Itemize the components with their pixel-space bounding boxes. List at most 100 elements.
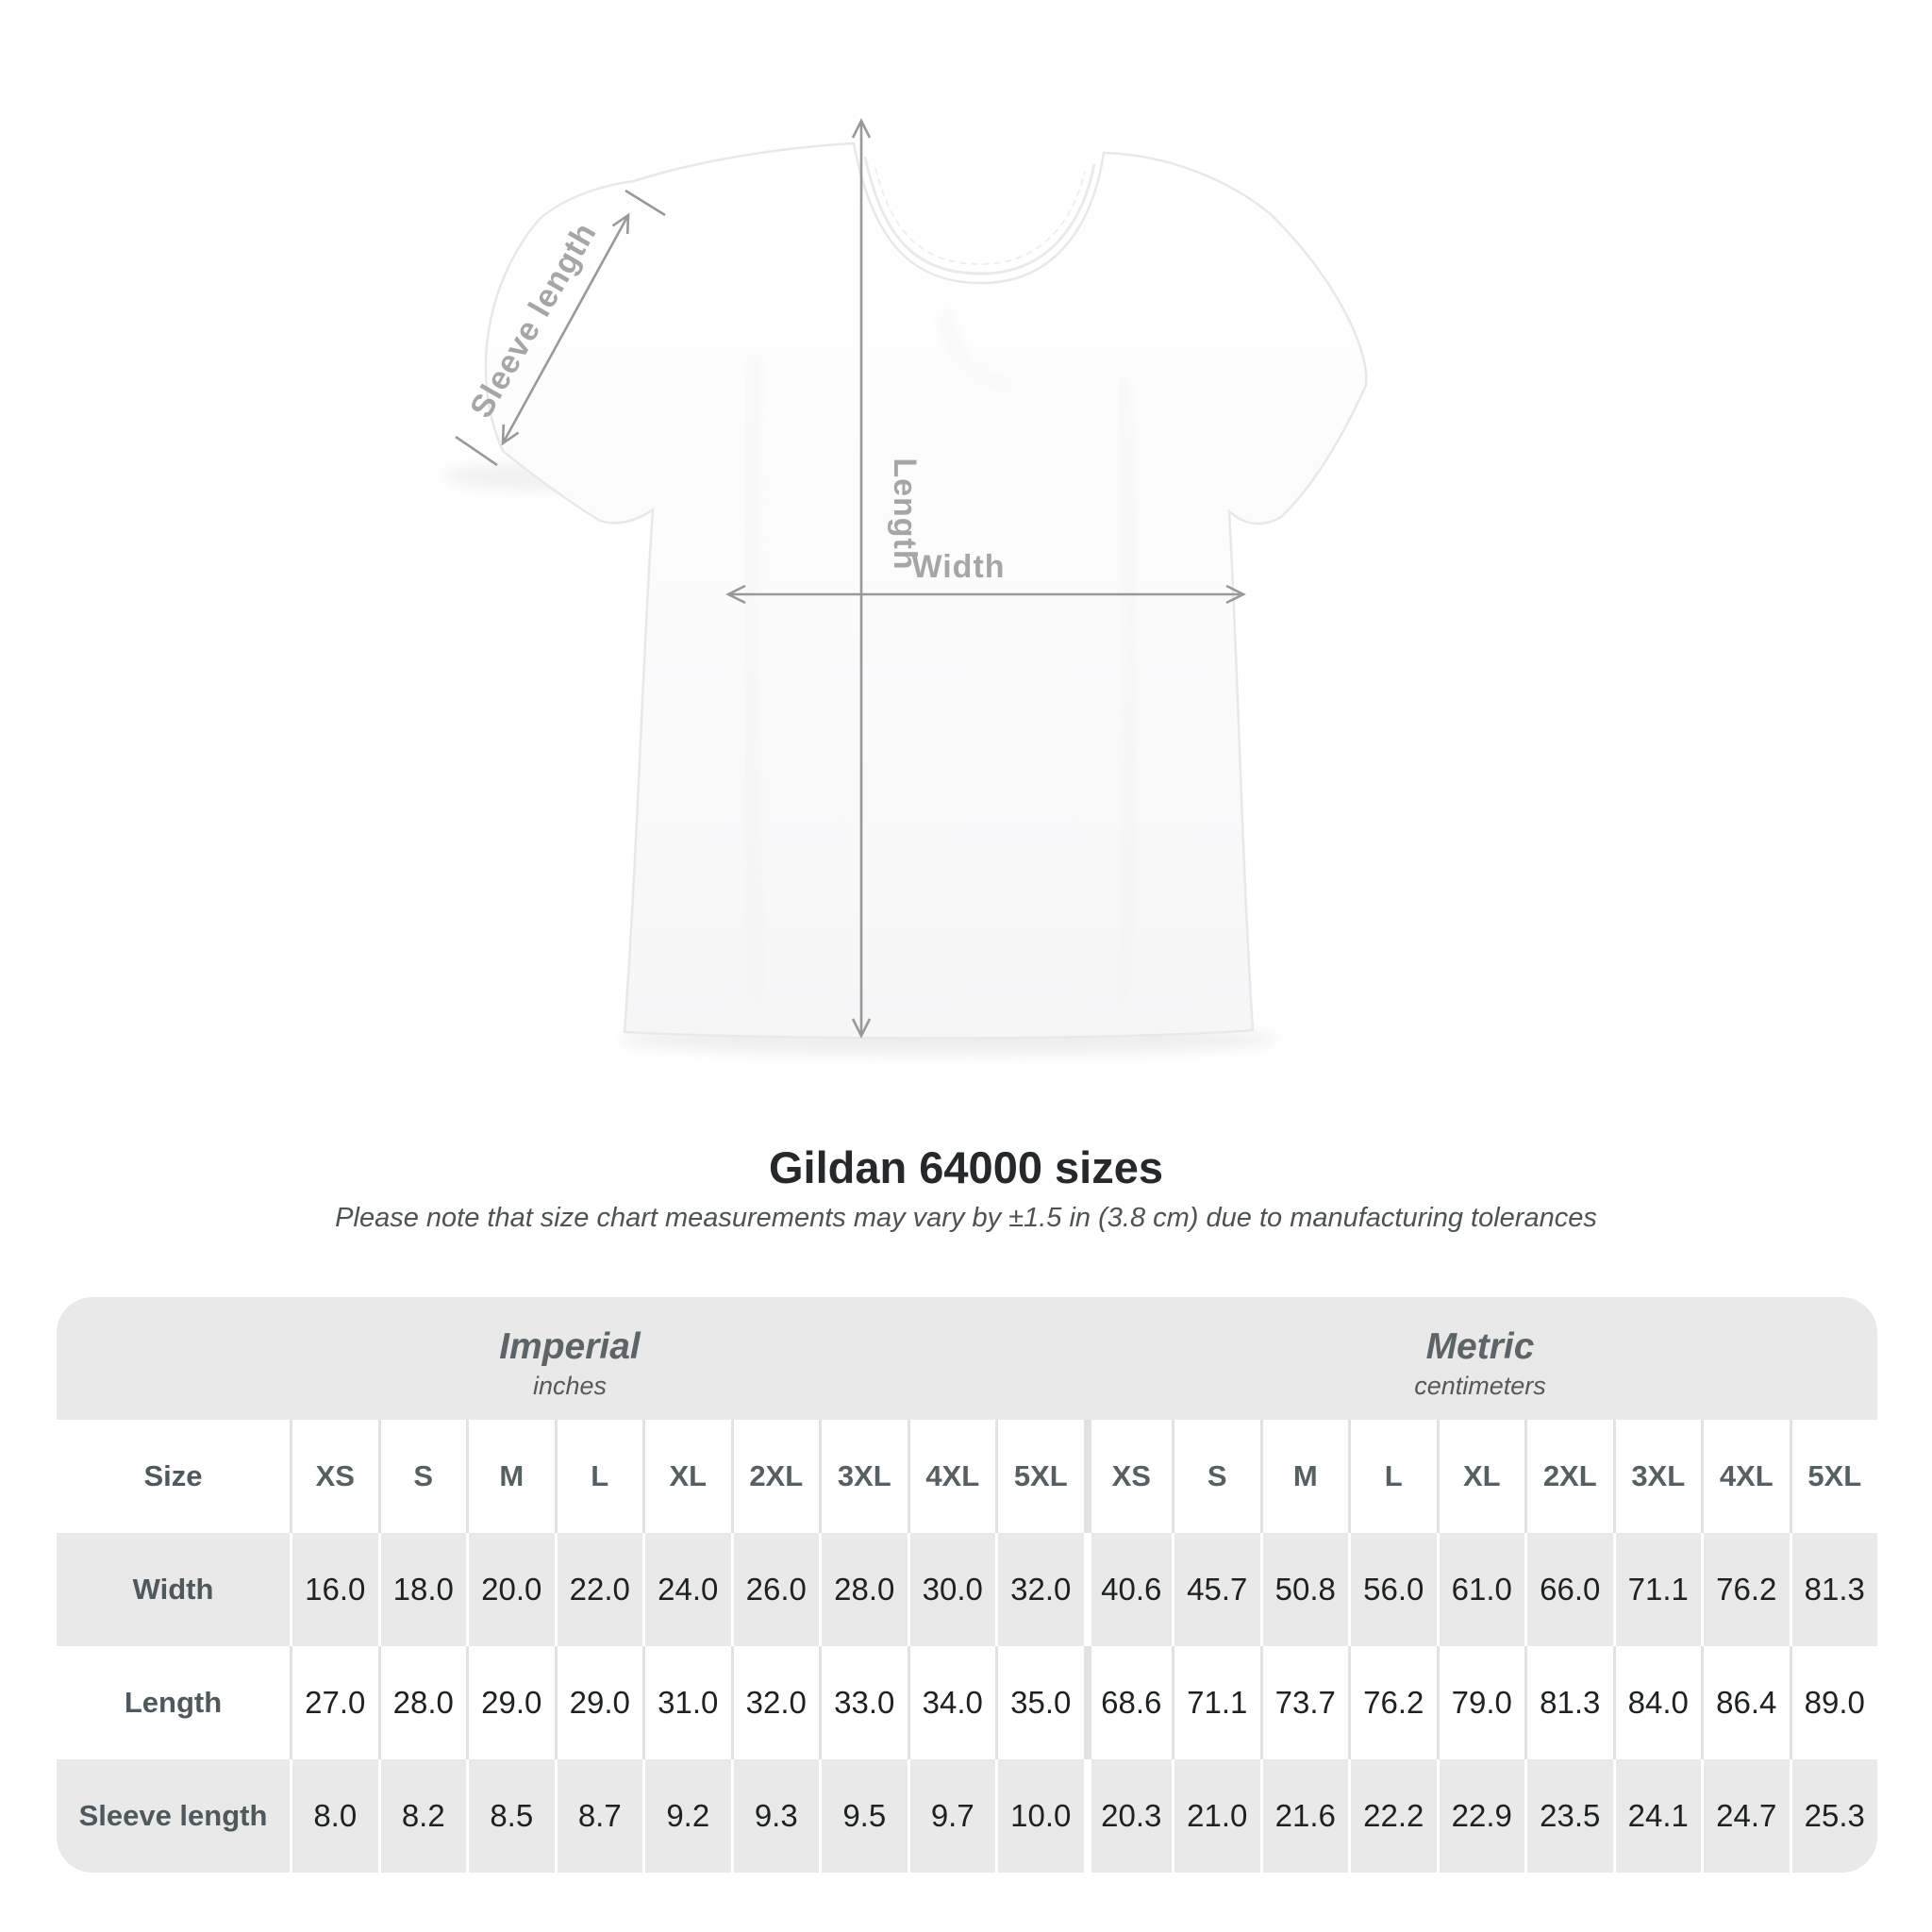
width-value: 61.0: [1436, 1533, 1525, 1646]
width-value: 20.0: [466, 1533, 555, 1646]
metric-unit: centimeters: [1414, 1371, 1546, 1400]
tshirt-measurement-diagram: Length Width Sleeve length: [443, 118, 1368, 1055]
page-subtitle: Please note that size chart measurements…: [335, 1203, 1597, 1233]
length-value: 31.0: [642, 1646, 731, 1759]
sleeve-length-value: 24.1: [1612, 1759, 1702, 1873]
width-value: 18.0: [377, 1533, 467, 1646]
collar-detail: [863, 156, 1096, 275]
length-value: 79.0: [1436, 1646, 1525, 1759]
size-label: XS: [1083, 1420, 1173, 1533]
length-value: 81.3: [1524, 1646, 1613, 1759]
width-value: 28.0: [819, 1533, 908, 1646]
imperial-title: Imperial: [499, 1325, 641, 1367]
length-row: Length 27.0 28.0 29.0 29.0 31.0 32.0 33.…: [57, 1646, 1877, 1759]
size-label: L: [1348, 1420, 1437, 1533]
size-header-row: Size XS S M L XL 2XL 3XL 4XL 5XL XS S M …: [57, 1420, 1877, 1533]
sleeve-length-value: 9.7: [907, 1759, 996, 1873]
sleeve-length-value: 21.0: [1172, 1759, 1260, 1873]
length-value: 86.4: [1701, 1646, 1790, 1759]
sleeve-length-value: 20.3: [1083, 1759, 1173, 1873]
row-header-width: Width: [132, 1573, 214, 1606]
length-value: 28.0: [377, 1646, 467, 1759]
size-label: S: [1172, 1420, 1260, 1533]
sleeve-length-value: 8.7: [554, 1759, 643, 1873]
sleeve-length-value: 8.0: [290, 1759, 378, 1873]
width-value: 50.8: [1259, 1533, 1349, 1646]
length-value: 76.2: [1348, 1646, 1437, 1759]
width-value: 22.0: [554, 1533, 643, 1646]
length-value: 89.0: [1789, 1646, 1878, 1759]
length-value: 35.0: [995, 1646, 1084, 1759]
fabric-fold: [746, 358, 762, 1001]
tshirt-image: [484, 142, 1368, 1040]
row-header-length: Length: [124, 1686, 223, 1719]
metric-section-header: Metric centimeters: [1083, 1297, 1877, 1420]
size-label: 3XL: [1612, 1420, 1702, 1533]
metric-title: Metric: [1425, 1325, 1535, 1367]
length-value: 84.0: [1612, 1646, 1702, 1759]
size-chart-table: Imperial inches Metric centimeters Size …: [57, 1297, 1877, 1873]
sleeve-length-value: 9.5: [819, 1759, 908, 1873]
size-label: XL: [642, 1420, 731, 1533]
width-value: 40.6: [1083, 1533, 1173, 1646]
width-dimension-label: Width: [911, 549, 1005, 585]
fabric-fold: [941, 310, 1010, 390]
sleeve-length-value: 21.6: [1259, 1759, 1349, 1873]
length-dimension-label: Length: [887, 458, 923, 570]
size-label: XS: [290, 1420, 378, 1533]
size-label: L: [554, 1420, 643, 1533]
length-value: 68.6: [1083, 1646, 1173, 1759]
length-value: 33.0: [819, 1646, 908, 1759]
sleeve-length-value: 22.2: [1348, 1759, 1437, 1873]
width-value: 66.0: [1524, 1533, 1613, 1646]
sleeve-length-value: 9.3: [730, 1759, 820, 1873]
length-value: 27.0: [290, 1646, 378, 1759]
length-value: 73.7: [1259, 1646, 1349, 1759]
width-value: 56.0: [1348, 1533, 1437, 1646]
size-label: 4XL: [1701, 1420, 1790, 1533]
width-value: 16.0: [290, 1533, 378, 1646]
width-value: 32.0: [995, 1533, 1084, 1646]
sleeve-length-value: 10.0: [995, 1759, 1084, 1873]
sleeve-length-value: 22.9: [1436, 1759, 1525, 1873]
length-value: 32.0: [730, 1646, 820, 1759]
fabric-fold: [1120, 376, 1135, 1001]
width-value: 30.0: [907, 1533, 996, 1646]
width-value: 45.7: [1172, 1533, 1260, 1646]
size-label: 3XL: [819, 1420, 908, 1533]
length-value: 29.0: [466, 1646, 555, 1759]
sleeve-length-row: Sleeve length 8.0 8.2 8.5 8.7 9.2 9.3 9.…: [57, 1759, 1877, 1873]
size-label: 4XL: [907, 1420, 996, 1533]
imperial-unit: inches: [532, 1371, 608, 1400]
imperial-section-header: Imperial inches: [57, 1297, 1083, 1420]
size-label: M: [1259, 1420, 1349, 1533]
size-label: S: [377, 1420, 467, 1533]
sleeve-length-value: 8.2: [377, 1759, 467, 1873]
size-column-header: Size: [143, 1459, 203, 1492]
sleeve-length-value: 23.5: [1524, 1759, 1613, 1873]
length-value: 29.0: [554, 1646, 643, 1759]
size-label: 5XL: [1789, 1420, 1878, 1533]
width-value: 81.3: [1789, 1533, 1878, 1646]
sleeve-length-value: 24.7: [1701, 1759, 1790, 1873]
width-value: 26.0: [730, 1533, 820, 1646]
width-row: Width 16.0 18.0 20.0 22.0 24.0 26.0 28.0…: [57, 1533, 1877, 1646]
size-label: 2XL: [1524, 1420, 1613, 1533]
width-value: 24.0: [642, 1533, 731, 1646]
sleeve-length-value: 9.2: [642, 1759, 731, 1873]
size-label: M: [466, 1420, 555, 1533]
unit-header-band: Imperial inches Metric centimeters: [57, 1297, 1877, 1420]
length-value: 34.0: [907, 1646, 996, 1759]
row-header-sleeve-length: Sleeve length: [78, 1799, 268, 1832]
size-label: 5XL: [995, 1420, 1084, 1533]
sleeve-dimension-tick-top: [625, 189, 666, 217]
sleeve-length-value: 8.5: [466, 1759, 555, 1873]
length-value: 71.1: [1172, 1646, 1260, 1759]
sleeve-length-value: 25.3: [1789, 1759, 1878, 1873]
width-value: 76.2: [1701, 1533, 1790, 1646]
sleeve-dimension-line: [501, 212, 630, 446]
page-title: Gildan 64000 sizes: [768, 1142, 1164, 1192]
width-value: 71.1: [1612, 1533, 1702, 1646]
size-label: 2XL: [730, 1420, 820, 1533]
sleeve-dimension-tick-bottom: [455, 435, 498, 467]
